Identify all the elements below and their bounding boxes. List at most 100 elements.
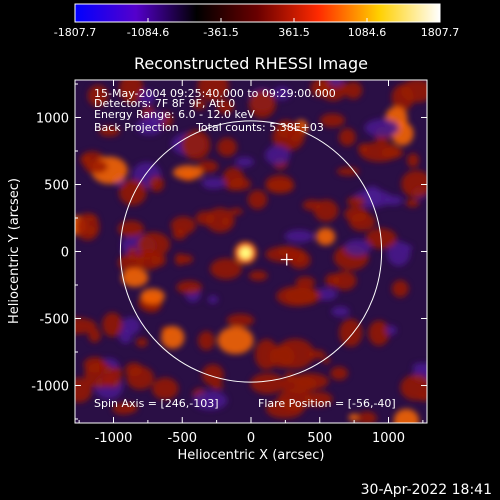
map-texture-patch [248, 270, 268, 281]
map-texture-patch [310, 80, 330, 97]
map-texture-patch [151, 253, 166, 267]
map-texture-patch [88, 328, 101, 343]
plot-title: Reconstructed RHESSI Image [134, 54, 368, 73]
y-tick-label: 0 [61, 246, 69, 261]
colorbar-tick-label: 1807.7 [421, 26, 460, 39]
map-texture-patch [118, 179, 147, 206]
map-texture-patch [348, 413, 360, 422]
map-texture-patch [198, 331, 215, 351]
timestamp: 30-Apr-2022 18:41 [361, 482, 492, 498]
map-texture-patch [322, 357, 331, 364]
map-texture-patch [152, 377, 179, 400]
info-detectors: Detectors: 7F 8F 9F, Att 0 [94, 97, 235, 110]
map-texture-patch [176, 280, 202, 294]
map-texture-patch [119, 80, 144, 104]
map-texture-patch [82, 154, 91, 163]
solar-limb-circle [119, 120, 383, 383]
map-texture-patch [197, 160, 219, 173]
map-texture-patch [336, 167, 360, 176]
map-texture-patch [248, 90, 276, 119]
map-texture-patch [221, 216, 230, 226]
map-texture-patch [144, 111, 166, 125]
map-texture-patch [201, 364, 224, 386]
map-texture-patch [102, 312, 123, 337]
map-texture [75, 80, 427, 423]
colorbar-tick-label: 361.5 [278, 26, 310, 39]
map-texture-patch [250, 373, 286, 394]
map-texture-patch [315, 287, 338, 301]
map-texture-patch [84, 362, 115, 388]
map-texture-patch [172, 228, 187, 240]
map-texture-patch [344, 81, 363, 100]
y-tick-label: 1000 [36, 112, 69, 127]
map-texture-patch [284, 229, 314, 243]
map-texture-patch [357, 411, 377, 423]
map-texture-patch [117, 220, 144, 237]
image-map [75, 80, 427, 423]
map-texture-patch [265, 145, 291, 165]
map-texture-patch [226, 313, 255, 327]
y-axis-label: Heliocentric Y (arcsec) [7, 178, 22, 324]
map-texture-patch [192, 98, 206, 110]
map-texture-patch [98, 126, 120, 137]
map-texture-patch [368, 320, 390, 346]
map-texture-patch [75, 213, 100, 241]
map-texture-patch [295, 276, 316, 289]
map-texture-patch [349, 212, 376, 232]
map-texture-patch [75, 377, 93, 403]
map-texture-patch [401, 170, 427, 198]
flare-position-label: Flare Position = [-56,-40] [258, 397, 396, 410]
colorbar [74, 3, 441, 23]
map-texture-patch [247, 190, 268, 210]
map-texture-patch [118, 328, 133, 344]
colorbar-tick-label: -361.5 [203, 26, 238, 39]
map-texture-patch [273, 86, 291, 100]
map-texture-patch [126, 252, 139, 262]
map-texture-patch [358, 143, 369, 153]
info-method-counts: Back Projection Total counts: 5.38E+03 [94, 121, 324, 134]
y-tick-label: -1000 [31, 379, 69, 394]
map-texture-patch [412, 362, 427, 372]
map-texture-patch [384, 195, 403, 206]
map-texture-patch [175, 253, 184, 266]
x-tick-label: -500 [167, 431, 197, 446]
map-texture-patch [86, 225, 96, 236]
map-texture-patch [302, 199, 322, 211]
map-texture-patch [328, 80, 344, 87]
x-tick-label: 500 [307, 431, 332, 446]
colorbar-tick-label: -1807.7 [54, 26, 96, 39]
map-texture-patch [380, 146, 404, 159]
map-texture-patch [393, 408, 420, 423]
map-texture-patch [407, 153, 420, 168]
colorbar-tick-label: 1084.6 [348, 26, 387, 39]
map-texture-patch [284, 286, 321, 306]
map-texture-patch [75, 317, 97, 335]
map-texture-patch [127, 246, 138, 254]
map-texture-patch [137, 232, 171, 257]
map-texture-patch [125, 362, 143, 377]
map-texture-patch [346, 196, 366, 207]
map-texture-patch [332, 271, 357, 291]
map-texture-patch [229, 207, 243, 215]
map-texture-patch [331, 306, 350, 317]
info-time-range: 15-May-2004 09:25:40.000 to 09:29:00.000 [94, 87, 336, 100]
map-texture-patch [201, 177, 226, 189]
colorbar-tick-label: -1084.6 [127, 26, 169, 39]
map-texture-patch [207, 295, 219, 304]
map-texture-patch [140, 288, 165, 304]
y-tick-label: 500 [44, 179, 69, 194]
map-texture-patch [195, 211, 215, 226]
map-texture-patch [284, 371, 295, 383]
map-texture-patch [235, 157, 254, 167]
x-tick-label: 1000 [372, 431, 405, 446]
map-texture-patch [339, 318, 363, 347]
map-texture-patch [161, 326, 185, 349]
map-texture-patch [265, 399, 304, 419]
map-texture-patch [172, 165, 204, 180]
map-texture-patch [265, 246, 300, 263]
y-tick-label: -500 [39, 312, 69, 327]
flare-position-marker [280, 253, 293, 266]
map-texture-patch [121, 268, 149, 288]
